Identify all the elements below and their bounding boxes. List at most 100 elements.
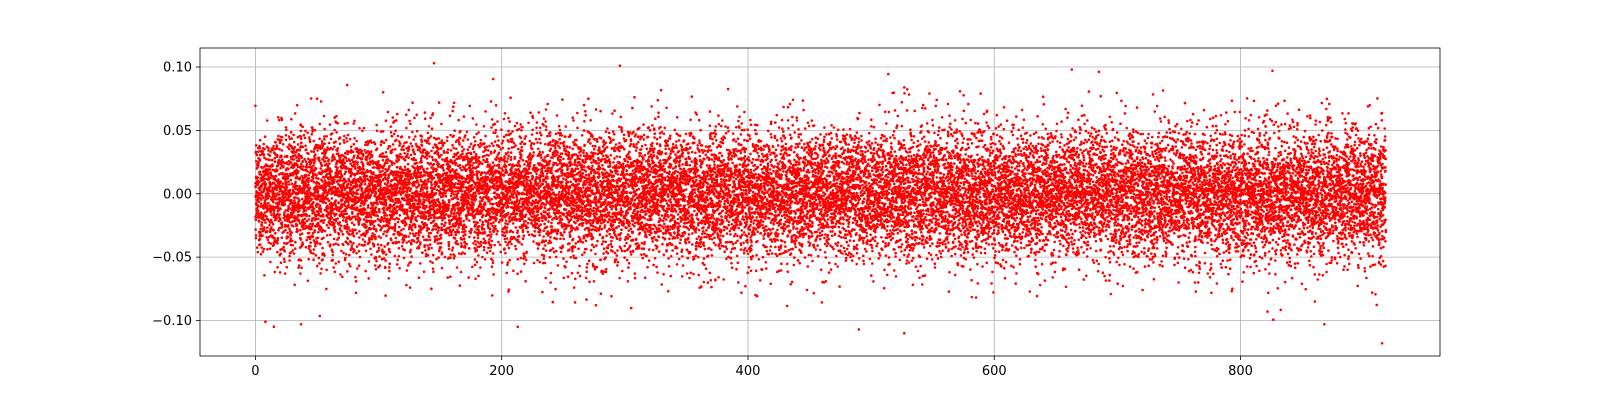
- data-point: [489, 152, 493, 155]
- data-point: [357, 249, 361, 253]
- data-point: [419, 231, 422, 234]
- data-point: [337, 243, 340, 246]
- data-point: [440, 251, 444, 254]
- data-point: [292, 149, 295, 153]
- data-point: [508, 258, 512, 262]
- data-point: [352, 242, 355, 245]
- data-point: [308, 140, 312, 144]
- data-point: [403, 248, 407, 252]
- data-point: [393, 232, 396, 236]
- data-point: [493, 191, 497, 194]
- data-point: [262, 247, 266, 251]
- data-point: [280, 225, 284, 229]
- data-point: [317, 212, 321, 216]
- data-point: [489, 235, 493, 239]
- data-point: [254, 150, 258, 154]
- data-point: [397, 158, 401, 162]
- data-point: [501, 146, 505, 150]
- data-point: [313, 160, 316, 163]
- data-point: [317, 256, 321, 260]
- data-point: [333, 270, 337, 274]
- data-point: [383, 214, 386, 217]
- data-point: [304, 160, 308, 163]
- data-point: [473, 143, 477, 147]
- data-point: [374, 206, 378, 209]
- data-point: [375, 129, 379, 133]
- data-point: [400, 148, 403, 151]
- data-point: [297, 219, 301, 223]
- data-point: [279, 166, 282, 170]
- data-point: [280, 247, 284, 251]
- data-point: [492, 230, 496, 233]
- data-point: [414, 232, 418, 235]
- data-point: [308, 186, 312, 190]
- data-point: [380, 243, 383, 247]
- data-point: [258, 146, 262, 150]
- data-point: [423, 111, 427, 114]
- data-point: [375, 259, 378, 263]
- data-point: [342, 138, 346, 142]
- data-point: [276, 242, 279, 245]
- data-point: [254, 228, 257, 231]
- data-point: [501, 139, 505, 143]
- data-point: [397, 246, 401, 250]
- data-point: [408, 193, 411, 197]
- data-point: [307, 179, 310, 183]
- data-point: [447, 231, 450, 235]
- data-point: [303, 157, 306, 161]
- data-point: [290, 117, 293, 121]
- data-point: [395, 176, 399, 180]
- data-point: [415, 161, 419, 165]
- data-point: [414, 158, 418, 162]
- data-point: [368, 240, 371, 244]
- data-point: [386, 179, 390, 182]
- data-point: [287, 163, 291, 166]
- data-point: [493, 122, 497, 126]
- data-point: [342, 251, 345, 255]
- data-point: [414, 234, 417, 237]
- data-point: [463, 166, 466, 169]
- data-point: [328, 162, 331, 165]
- data-point: [440, 266, 444, 270]
- data-point: [258, 237, 262, 241]
- data-point: [344, 165, 348, 169]
- data-point: [293, 190, 296, 194]
- data-point: [484, 110, 487, 113]
- data-point: [504, 219, 508, 222]
- data-point: [292, 158, 296, 161]
- data-point: [258, 138, 262, 142]
- data-point: [336, 187, 340, 190]
- data-point: [428, 142, 431, 145]
- data-point: [340, 174, 344, 178]
- data-point: [468, 219, 471, 222]
- data-point: [381, 152, 385, 155]
- data-point: [396, 134, 400, 138]
- data-point: [315, 264, 319, 268]
- data-point: [257, 181, 261, 184]
- data-point: [407, 136, 411, 139]
- data-point: [415, 219, 419, 223]
- data-point: [391, 217, 394, 220]
- data-point: [316, 197, 320, 201]
- data-point: [318, 137, 321, 140]
- data-point: [471, 187, 475, 191]
- data-point: [470, 228, 473, 232]
- data-point: [278, 226, 281, 230]
- data-point: [288, 188, 292, 192]
- data-point: [341, 219, 345, 222]
- data-point: [491, 294, 494, 297]
- data-point: [388, 218, 392, 222]
- data-point: [429, 260, 432, 263]
- data-point: [506, 222, 510, 226]
- data-point: [256, 165, 259, 169]
- data-point: [285, 265, 289, 269]
- data-point: [479, 202, 483, 206]
- data-point: [420, 160, 423, 164]
- data-point: [325, 234, 329, 237]
- data-point: [405, 241, 409, 244]
- data-point: [307, 136, 311, 139]
- data-point: [255, 246, 259, 249]
- data-point: [342, 216, 346, 219]
- data-point: [396, 258, 400, 262]
- data-point: [343, 204, 347, 208]
